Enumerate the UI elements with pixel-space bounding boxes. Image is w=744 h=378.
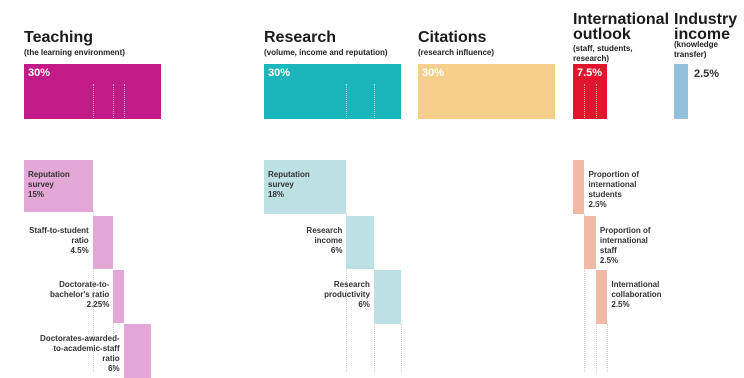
international-weight-label: 7.5% (577, 67, 603, 79)
research-title: Research (264, 29, 337, 46)
international-component-label: International collaboration 2.5% (611, 280, 661, 310)
component-label-line: ratio (71, 236, 89, 245)
international-divider (584, 84, 586, 216)
international-divider (595, 84, 597, 270)
research-subtitle: (volume, income and reputation) (264, 48, 388, 57)
industry-weight-label: 2.5% (694, 68, 720, 80)
research-component-label: Research productivity 6% (324, 280, 370, 310)
component-weight-label: 4.5% (70, 246, 89, 255)
research-component-label: Reputation survey 18% (268, 170, 310, 200)
component-label-line: Staff-to-student (29, 226, 89, 235)
teaching-divider (92, 84, 94, 216)
component-weight-label: 18% (268, 190, 285, 199)
teaching-component-bar (123, 324, 152, 378)
international-title: International outlook (573, 11, 670, 43)
teaching-component-label: Doctorate-to-bachelor's ratio 2.25% (50, 280, 109, 310)
international-component-label: Proportion of international students 2.5% (588, 170, 639, 210)
component-label-line: Research (333, 280, 370, 289)
industry-bar (674, 64, 688, 119)
industry-subtitle: (knowledge transfer) (674, 40, 719, 59)
research-weight-label: 30% (268, 67, 291, 79)
component-weight-label: 6% (330, 246, 343, 255)
component-label-line: Reputation (28, 170, 70, 179)
component-label-line: international (588, 180, 637, 189)
teaching-divider (123, 84, 125, 324)
component-weight-label: 2.5% (599, 256, 619, 265)
citations-title: Citations (418, 29, 487, 46)
research-divider (346, 84, 348, 216)
component-label-line: Doctorate-to- (59, 280, 110, 289)
international-component-bar (573, 160, 585, 214)
international-guide-line (607, 324, 609, 372)
international-bar (573, 64, 608, 119)
teaching-subtitle: (the learning environment) (24, 48, 125, 57)
teaching-component-bar (113, 270, 124, 323)
international-component-label: Proportion of international staff 2.5% (600, 226, 651, 266)
component-label-line: staff (599, 246, 617, 255)
citations-bar (418, 64, 556, 119)
teaching-component-label: Staff-to-student ratio 4.5% (29, 226, 89, 256)
international-guide-line (584, 214, 586, 372)
component-label-line: survey (28, 180, 54, 189)
international-component-bar (584, 216, 596, 269)
component-label-line: bachelor's ratio (50, 290, 110, 299)
citations-weight-label: 30% (422, 67, 445, 79)
research-component-bar (373, 270, 402, 324)
citations-subtitle: (research influence) (418, 48, 495, 57)
teaching-divider (113, 84, 115, 270)
component-label-line: Proportion of (588, 170, 640, 179)
component-label-line: to-academic-staff (53, 344, 120, 353)
teaching-title: Teaching (24, 29, 94, 46)
component-label-line: Doctorates-awarded- (40, 334, 120, 343)
component-weight-label: 2.5% (588, 200, 607, 209)
component-label-line: Research (306, 226, 343, 235)
component-label-line: Proportion of (599, 226, 651, 235)
component-weight-label: 15% (28, 190, 45, 199)
component-label-line: students (588, 190, 622, 199)
research-divider (373, 84, 375, 270)
component-weight-label: 2.5% (611, 300, 630, 309)
component-label-line: income (314, 236, 343, 245)
international-component-bar (595, 270, 608, 324)
research-guide-line (401, 324, 403, 372)
teaching-component-bar (24, 160, 93, 212)
component-label-line: ratio (102, 354, 120, 363)
research-component-label: Research income 6% (306, 226, 342, 256)
industry-title: Industry income (674, 11, 738, 43)
international-subtitle: (staff, students, research) (573, 44, 633, 63)
component-label-line: International (611, 280, 660, 289)
component-weight-label: 2.25% (86, 300, 110, 309)
component-label-line: international (599, 236, 648, 245)
teaching-component-label: Reputation survey 15% (28, 170, 70, 200)
component-label-line: Reputation (268, 170, 310, 179)
research-bar (264, 64, 402, 119)
teaching-weight-label: 30% (28, 67, 51, 79)
research-component-bar (346, 216, 374, 269)
research-guide-line (346, 214, 348, 372)
research-component-bar (264, 160, 347, 214)
teaching-guide-line (92, 212, 94, 372)
component-label-line: productivity (324, 290, 370, 299)
component-weight-label: 6% (108, 364, 120, 373)
teaching-component-label: Doctorates-awarded-to-academic-staff rati… (40, 334, 120, 374)
teaching-component-bar (92, 216, 114, 269)
component-weight-label: 6% (358, 300, 370, 309)
component-label-line: collaboration (611, 290, 662, 299)
component-label-line: survey (268, 180, 294, 189)
